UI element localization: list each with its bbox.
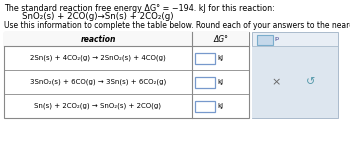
Bar <box>4 32 249 118</box>
Text: ×: × <box>271 77 281 87</box>
Text: reaction: reaction <box>80 35 116 43</box>
Bar <box>195 101 215 112</box>
Text: p: p <box>274 36 278 41</box>
Text: Sn(s) + 2CO₂(g) → SnO₂(s) + 2CO(g): Sn(s) + 2CO₂(g) → SnO₂(s) + 2CO(g) <box>35 103 161 109</box>
Bar <box>252 46 338 118</box>
Text: kJ: kJ <box>217 103 223 109</box>
Text: 3SnO₂(s) + 6CO(g) → 3Sn(s) + 6CO₂(g): 3SnO₂(s) + 6CO(g) → 3Sn(s) + 6CO₂(g) <box>30 79 166 85</box>
Text: Use this information to complete the table below. Round each of your answers to : Use this information to complete the tab… <box>4 21 350 30</box>
Bar <box>4 32 249 46</box>
Bar <box>257 35 273 45</box>
Text: ΔG°: ΔG° <box>213 35 228 43</box>
Text: SnO₂(s) + 2CO(g)→Sn(s) + 2CO₂(g): SnO₂(s) + 2CO(g)→Sn(s) + 2CO₂(g) <box>22 12 174 21</box>
Text: kJ: kJ <box>217 79 223 85</box>
Bar <box>195 52 215 63</box>
Text: kJ: kJ <box>217 55 223 61</box>
Text: 2Sn(s) + 4CO₂(g) → 2SnO₂(s) + 4CO(g): 2Sn(s) + 4CO₂(g) → 2SnO₂(s) + 4CO(g) <box>30 55 166 61</box>
Text: ↺: ↺ <box>306 77 315 87</box>
Bar <box>252 32 338 118</box>
Bar <box>195 76 215 88</box>
Text: The standard reaction free energy ΔG° = −194. kJ for this reaction:: The standard reaction free energy ΔG° = … <box>4 4 275 13</box>
